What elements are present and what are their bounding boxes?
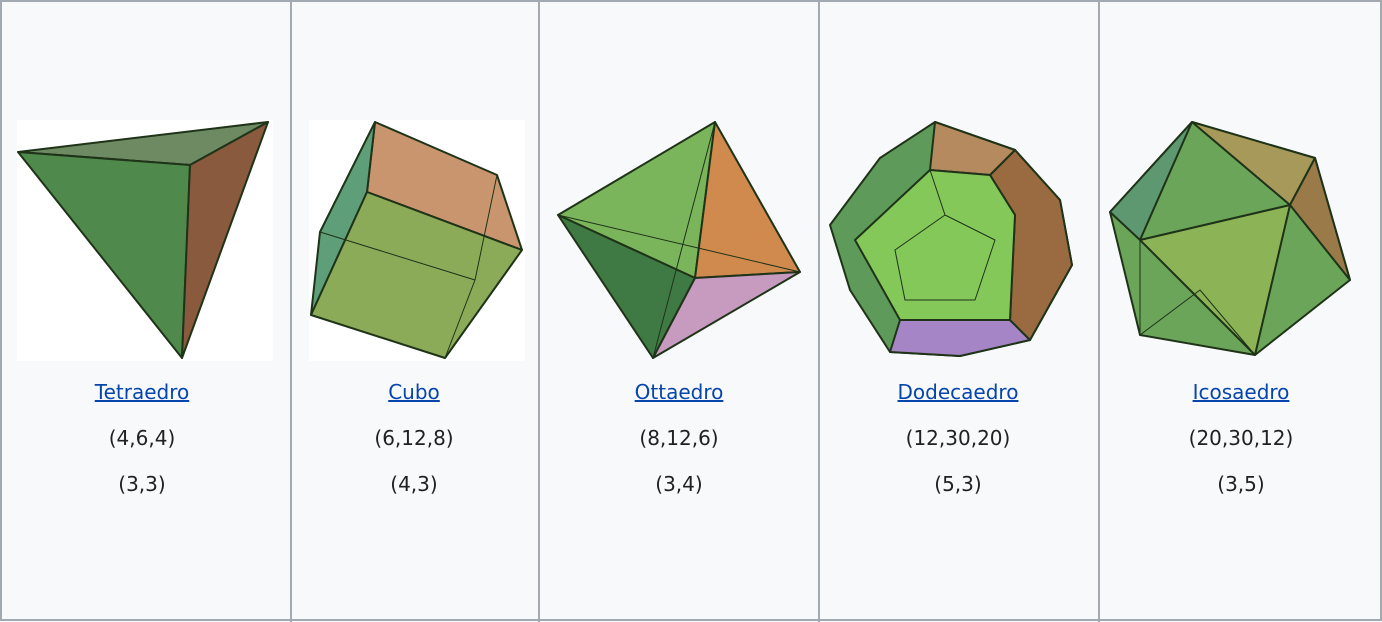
column-dividers xyxy=(290,0,1100,622)
counts: (8,12,6) xyxy=(639,426,719,450)
tetrahedron-image xyxy=(17,120,273,361)
counts: (6,12,8) xyxy=(374,426,454,450)
counts: (20,30,12) xyxy=(1188,426,1294,450)
counts: (12,30,20) xyxy=(905,426,1011,450)
solid-link[interactable]: Ottaedro xyxy=(634,380,724,404)
schlafli: (4,3) xyxy=(390,472,438,496)
schlafli: (3,5) xyxy=(1217,472,1265,496)
icosahedron-image xyxy=(1109,121,1351,356)
schlafli: (3,3) xyxy=(118,472,166,496)
schlafli: (3,4) xyxy=(655,472,703,496)
dodecahedron-image xyxy=(829,121,1073,357)
counts: (4,6,4) xyxy=(108,426,176,450)
schlafli: (5,3) xyxy=(934,472,982,496)
cube-image xyxy=(309,120,525,361)
octahedron-image xyxy=(557,121,801,359)
solid-link[interactable]: Dodecaedro xyxy=(897,380,1019,404)
solid-link[interactable]: Tetraedro xyxy=(94,380,190,404)
solid-link[interactable]: Icosaedro xyxy=(1192,380,1290,404)
solid-link[interactable]: Cubo xyxy=(388,380,440,404)
